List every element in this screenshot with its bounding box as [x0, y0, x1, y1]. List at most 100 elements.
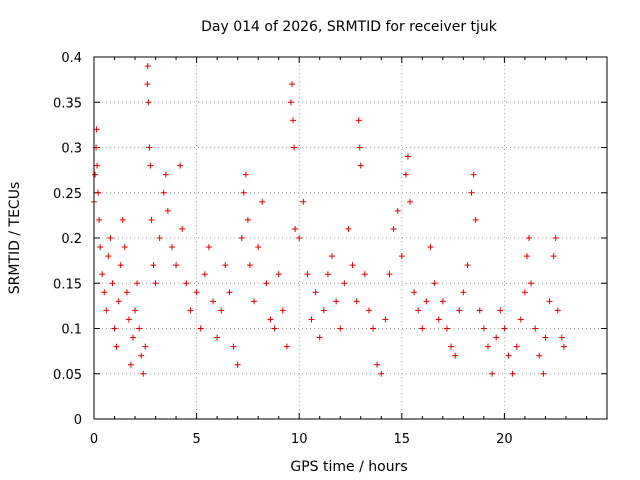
chart-title: Day 014 of 2026, SRMTID for receiver tju… — [201, 19, 498, 35]
data-point — [386, 271, 393, 278]
data-point — [275, 271, 282, 278]
data-point — [103, 307, 110, 314]
data-point — [404, 153, 411, 160]
data-point — [271, 325, 278, 332]
data-point — [117, 262, 124, 269]
data-point — [144, 63, 151, 70]
data-point — [287, 99, 294, 106]
data-point — [411, 289, 418, 296]
data-point — [179, 225, 186, 232]
data-point — [505, 352, 512, 359]
x-tick-label: 20 — [496, 432, 513, 447]
data-point — [345, 225, 352, 232]
data-point — [316, 334, 323, 341]
data-point — [111, 325, 118, 332]
data-point — [407, 198, 414, 205]
data-point — [523, 253, 530, 260]
x-tick-label: 10 — [291, 432, 308, 447]
data-point — [107, 235, 114, 241]
data-point — [193, 289, 200, 296]
data-point — [464, 262, 471, 269]
data-point — [145, 99, 152, 106]
data-point — [201, 271, 208, 278]
data-points — [91, 63, 567, 377]
data-point — [105, 253, 112, 260]
x-axis-label: GPS time / hours — [290, 459, 407, 475]
data-point — [355, 117, 362, 124]
data-point — [255, 244, 262, 251]
data-point — [329, 253, 336, 260]
data-point — [240, 189, 247, 196]
data-point — [119, 216, 126, 223]
data-point — [173, 262, 180, 269]
data-point — [113, 343, 120, 350]
x-tick-label: 5 — [192, 432, 200, 447]
data-point — [152, 280, 159, 287]
data-point — [423, 298, 430, 305]
data-point — [279, 307, 286, 314]
data-point — [427, 244, 434, 251]
grid — [94, 57, 607, 419]
data-point — [109, 280, 116, 287]
data-point — [472, 216, 479, 223]
data-point — [431, 280, 438, 287]
data-point — [558, 334, 565, 341]
data-point — [214, 334, 221, 341]
data-point — [361, 271, 368, 278]
data-point — [210, 298, 217, 305]
data-point — [96, 216, 103, 223]
data-point — [439, 298, 446, 305]
data-point — [97, 244, 104, 251]
data-point — [320, 307, 327, 314]
data-point — [554, 307, 561, 314]
data-point — [238, 235, 245, 241]
data-point — [374, 361, 381, 368]
data-point — [290, 117, 297, 124]
data-point — [390, 225, 397, 232]
data-point — [150, 262, 157, 269]
data-point — [398, 253, 405, 260]
data-point — [125, 316, 132, 323]
data-point — [187, 307, 194, 314]
data-point — [552, 235, 559, 241]
data-point — [382, 316, 389, 323]
data-point — [259, 198, 266, 205]
y-tick-label: 0.3 — [61, 142, 82, 157]
data-point — [99, 271, 106, 278]
data-point — [132, 307, 139, 314]
data-point — [263, 280, 270, 287]
data-point — [443, 325, 450, 332]
data-point — [484, 343, 491, 350]
data-point — [168, 244, 175, 251]
data-point — [183, 280, 190, 287]
data-point — [378, 370, 385, 377]
data-point — [489, 370, 496, 377]
data-point — [312, 289, 319, 296]
data-point — [419, 325, 426, 332]
y-axis-label: SRMTID / TECUs — [7, 182, 23, 295]
data-point — [509, 370, 516, 377]
data-point — [129, 334, 136, 341]
data-point — [144, 81, 151, 88]
data-point — [468, 189, 475, 196]
data-point — [542, 334, 549, 341]
data-point — [402, 171, 409, 178]
data-point — [370, 325, 377, 332]
data-point — [536, 352, 543, 359]
x-tick-label: 0 — [90, 432, 98, 447]
data-point — [356, 144, 363, 151]
y-tick-label: 0.1 — [61, 323, 82, 338]
data-point — [147, 162, 154, 169]
data-point — [136, 325, 143, 332]
data-point — [115, 298, 122, 305]
data-point — [123, 289, 130, 296]
data-point — [94, 162, 101, 169]
data-point — [304, 271, 311, 278]
data-point — [134, 280, 141, 287]
data-point — [300, 198, 307, 205]
x-axis-ticks: 0 5 10 15 20 — [90, 57, 587, 447]
data-point — [138, 352, 145, 359]
data-point — [497, 307, 504, 314]
data-point — [222, 262, 229, 269]
